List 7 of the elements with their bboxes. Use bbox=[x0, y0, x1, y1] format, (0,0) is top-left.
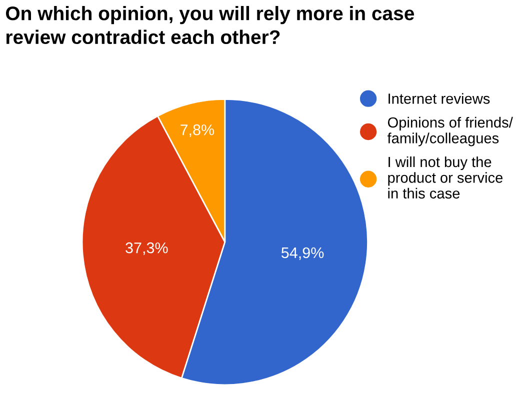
data-label: 54,9% bbox=[281, 247, 324, 260]
legend-label: Opinions of friends/ family/colleagues bbox=[387, 116, 513, 146]
chart-title: On which opinion, you will rely more in case review contradict each other? bbox=[6, 6, 414, 44]
data-label: 7,8% bbox=[180, 124, 214, 138]
legend-label: I will not buy the product or service in this case bbox=[388, 156, 503, 199]
data-label: 37,3% bbox=[126, 242, 168, 256]
legend-label: Internet reviews bbox=[388, 93, 490, 104]
